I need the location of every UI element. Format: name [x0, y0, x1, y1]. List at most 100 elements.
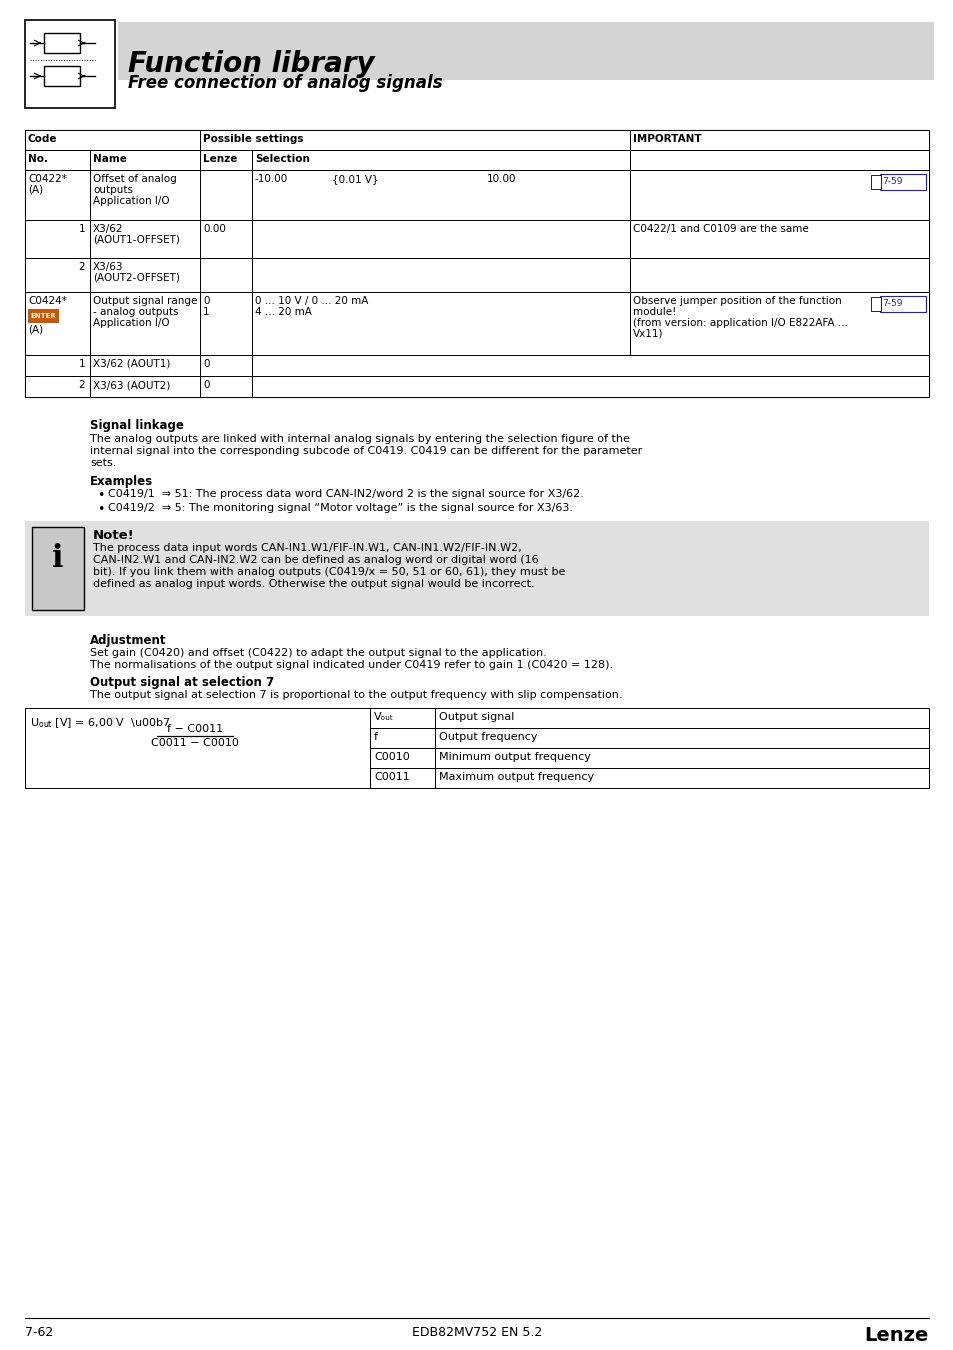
Text: - analog outputs: - analog outputs	[92, 306, 178, 317]
Bar	[25, 170, 90, 220]
Bar	[25, 20, 115, 108]
Text: The normalisations of the output signal indicated under C0419 refer to gain 1 (C: The normalisations of the output signal …	[90, 660, 613, 670]
Text: Output signal: Output signal	[438, 711, 514, 722]
Text: module!: module!	[633, 306, 676, 317]
Bar	[870, 176, 880, 189]
Text: 0: 0	[203, 379, 210, 390]
Text: i: i	[52, 543, 64, 574]
Text: (A): (A)	[28, 325, 43, 335]
Text: ENTER: ENTER	[30, 313, 56, 319]
Text: Application I/O: Application I/O	[92, 319, 170, 328]
Bar	[200, 258, 252, 292]
Text: Maximum output frequency: Maximum output frequency	[438, 772, 594, 782]
Bar	[252, 355, 928, 377]
Text: Minimum output frequency: Minimum output frequency	[438, 752, 590, 761]
Text: X3/62 (AOUT1): X3/62 (AOUT1)	[92, 359, 171, 369]
Text: Code: Code	[28, 134, 57, 144]
Bar	[200, 130, 629, 150]
Bar	[25, 707, 370, 788]
Text: (AOUT1-OFFSET): (AOUT1-OFFSET)	[92, 235, 180, 244]
Text: 0.00: 0.00	[203, 224, 226, 234]
Bar	[200, 355, 252, 377]
Text: Output signal range: Output signal range	[92, 296, 197, 306]
Text: Output frequency: Output frequency	[438, 732, 537, 742]
Text: C0011 − C0010: C0011 − C0010	[151, 738, 238, 748]
Bar	[90, 220, 200, 258]
Bar	[200, 170, 252, 220]
Text: Function library: Function library	[128, 50, 375, 78]
Bar	[629, 292, 928, 355]
Text: 7-59: 7-59	[882, 298, 902, 308]
Text: U$_\mathregular{out}$ [V] = 6,00 V  \u00b7: U$_\mathregular{out}$ [V] = 6,00 V \u00b…	[30, 716, 171, 730]
Bar	[25, 220, 90, 258]
Bar	[90, 258, 200, 292]
Bar	[629, 150, 928, 170]
Bar	[370, 728, 435, 748]
Text: Signal linkage: Signal linkage	[90, 418, 184, 432]
Text: Observe jumper position of the function: Observe jumper position of the function	[633, 296, 841, 306]
Text: •: •	[97, 489, 104, 502]
Text: internal signal into the corresponding subcode of C0419. C0419 can be different : internal signal into the corresponding s…	[90, 446, 641, 456]
Text: outputs: outputs	[92, 185, 132, 194]
Bar	[435, 728, 928, 748]
Text: Lenze: Lenze	[203, 154, 237, 163]
Text: Application I/O: Application I/O	[92, 196, 170, 207]
Bar	[25, 377, 90, 397]
Text: 1: 1	[78, 224, 85, 234]
Text: Adjustment: Adjustment	[90, 634, 167, 647]
Text: 0: 0	[203, 296, 210, 306]
Text: Vx11): Vx11)	[633, 329, 662, 339]
Bar	[44, 32, 80, 53]
Text: 7-62: 7-62	[25, 1326, 53, 1339]
Text: Selection: Selection	[254, 154, 310, 163]
Bar	[370, 707, 435, 728]
Bar	[629, 220, 928, 258]
Text: -10.00: -10.00	[254, 174, 288, 184]
Text: f − C0011: f − C0011	[167, 724, 223, 734]
Text: 0 ... 10 V / 0 ... 20 mA: 0 ... 10 V / 0 ... 20 mA	[254, 296, 368, 306]
Text: X3/63: X3/63	[92, 262, 123, 271]
Text: 1: 1	[78, 359, 85, 369]
Text: C0422*: C0422*	[28, 174, 67, 184]
Text: X3/63 (AOUT2): X3/63 (AOUT2)	[92, 379, 171, 390]
Bar	[25, 292, 90, 355]
Text: The analog outputs are linked with internal analog signals by entering the selec: The analog outputs are linked with inter…	[90, 433, 629, 444]
Text: CAN-IN2.W1 and CAN-IN2.W2 can be defined as analog word or digital word (16: CAN-IN2.W1 and CAN-IN2.W2 can be defined…	[92, 555, 538, 566]
Bar	[32, 526, 84, 610]
Bar	[252, 220, 629, 258]
Bar	[200, 150, 252, 170]
Text: Name: Name	[92, 154, 127, 163]
Bar	[25, 130, 200, 150]
Text: C0011: C0011	[374, 772, 410, 782]
Text: Vₒᵤₜ: Vₒᵤₜ	[374, 711, 394, 722]
Bar	[200, 220, 252, 258]
Text: 2: 2	[78, 379, 85, 390]
Bar	[629, 170, 928, 220]
Text: Possible settings: Possible settings	[203, 134, 303, 144]
Text: Note!: Note!	[92, 529, 134, 541]
Text: X3/62: X3/62	[92, 224, 123, 234]
Bar	[629, 130, 928, 150]
Bar	[370, 768, 435, 788]
Text: No.: No.	[28, 154, 48, 163]
Bar	[90, 170, 200, 220]
Bar	[252, 150, 629, 170]
Text: 2: 2	[78, 262, 85, 271]
Text: 10.00: 10.00	[486, 174, 516, 184]
Text: The process data input words CAN-IN1.W1/FIF-IN.W1, CAN-IN1.W2/FIF-IN.W2,: The process data input words CAN-IN1.W1/…	[92, 543, 521, 554]
Text: Examples: Examples	[90, 475, 153, 487]
Bar	[25, 130, 928, 397]
Bar	[435, 707, 928, 728]
Text: Lenze: Lenze	[863, 1326, 928, 1345]
Text: EDB82MV752 EN 5.2: EDB82MV752 EN 5.2	[412, 1326, 541, 1339]
Bar	[252, 170, 629, 220]
Bar	[252, 258, 629, 292]
Text: C0419/2  ⇒ 5: The monitoring signal “Motor voltage” is the signal source for X3/: C0419/2 ⇒ 5: The monitoring signal “Moto…	[108, 504, 573, 513]
Text: The output signal at selection 7 is proportional to the output frequency with sl: The output signal at selection 7 is prop…	[90, 690, 622, 701]
Text: bit). If you link them with analog outputs (C0419/x = 50, 51 or 60, 61), they mu: bit). If you link them with analog outpu…	[92, 567, 565, 576]
Bar	[90, 292, 200, 355]
Bar	[252, 377, 928, 397]
Text: defined as analog input words. Otherwise the output signal would be incorrect.: defined as analog input words. Otherwise…	[92, 579, 534, 589]
Bar	[200, 292, 252, 355]
Bar	[44, 66, 80, 86]
